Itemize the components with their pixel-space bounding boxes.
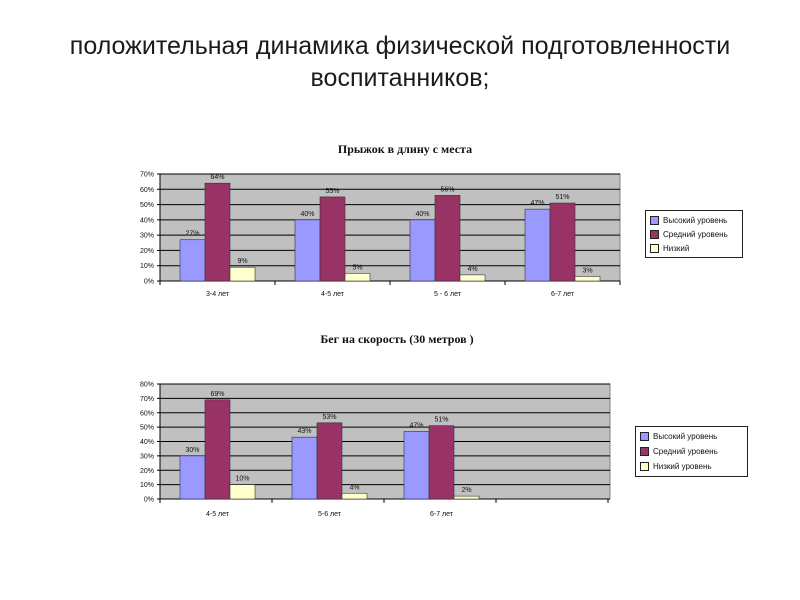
chart-2-bar [229,484,256,500]
chart-1-category-label: 4-5 лет [321,291,345,298]
legend-item-low: Низкий [650,241,738,255]
chart-2-data-label: 43% [297,428,311,435]
chart-2-data-label: 51% [434,417,448,424]
chart-1-data-label: 51% [555,194,569,201]
chart-2-bar [204,399,231,500]
chart-1-data-label: 40% [300,211,314,218]
chart-2-ytick-label: 70% [140,396,154,403]
legend-item-high: Высокий уровень [650,213,738,227]
chart-1-data-label: 4% [467,266,477,273]
legend-swatch-high [650,215,659,225]
slide-title-line-1: положительная динамика физической подгот… [69,32,731,60]
legend-item-high: Высокий уровень [640,429,743,444]
chart-2-ytick-label: 60% [140,410,154,417]
slide-title: положительная динамика физической подгот… [0,30,800,94]
chart-1-bar [574,276,601,282]
chart-1-ytick-label: 20% [140,248,154,255]
chart-1-ytick-label: 60% [140,187,154,194]
chart-1-bar [319,196,346,282]
chart-1-data-label: 3% [582,267,592,274]
chart-2-bar [179,455,206,500]
chart-1-ytick-label: 0% [144,279,154,286]
chart-1-ytick-label: 30% [140,233,154,240]
chart-2-data-label: 53% [322,414,336,421]
chart-1-category-label: 6-7 лет [551,291,575,298]
chart-2-data-label: 10% [235,476,249,483]
chart-2-bar [453,495,480,500]
chart-1-ytick-label: 70% [140,172,154,179]
chart-2-ytick-label: 20% [140,468,154,475]
chart-1-bar [524,208,551,282]
chart-1-data-label: 9% [237,258,247,265]
chart-2-ytick-label: 50% [140,425,154,432]
chart-1-data-label: 40% [415,211,429,218]
chart-2-legend: Высокий уровень Средний уровень Низкий у… [635,426,748,477]
chart-1-bar [459,274,486,282]
legend-label-medium: Средний уровень [653,447,718,456]
chart-2-ytick-label: 80% [140,382,154,389]
chart-2-bar [403,431,430,500]
chart-2-ytick-label: 10% [140,482,154,489]
chart-1-legend: Высокий уровень Средний уровень Низкий [645,210,743,258]
chart-2-category-label: 5-6 лет [318,511,342,518]
chart-1-category-label: 5 - 6 лет [434,291,462,298]
chart-1-bar [204,182,231,282]
chart-2-data-label: 47% [409,422,423,429]
chart-1-bar [294,219,321,282]
legend-item-medium: Средний уровень [650,227,738,241]
chart-1-ytick-label: 50% [140,202,154,209]
chart-2-bar [428,425,455,500]
chart-2-ytick-label: 40% [140,439,154,446]
legend-swatch-low [640,462,649,471]
legend-swatch-medium [640,447,649,456]
chart-2-data-label: 30% [185,447,199,454]
chart-2-data-label: 2% [461,487,471,494]
legend-swatch-medium [650,229,659,239]
chart-1-data-label: 55% [325,188,339,195]
legend-label-high: Высокий уровень [663,215,728,225]
chart-2-category-label: 4-5 лет [206,511,230,518]
chart-1-data-label: 27% [185,231,199,238]
legend-label-low: Низкий уровень [653,462,712,471]
chart-1-title: Прыжок в длину с места [337,142,473,156]
legend-label-high: Высокий уровень [653,432,718,441]
chart-1-bar [549,202,576,282]
chart-2-bar [316,422,343,500]
chart-2-bar [291,436,318,500]
chart-1-data-label: 56% [440,186,454,193]
chart-1-ytick-label: 40% [140,217,154,224]
chart-1-bar [229,266,256,282]
chart-2-category-label: 6-7 лет [430,511,454,518]
slide-title-line-2: воспитанников; [310,64,490,92]
chart-2-ytick-label: 0% [144,497,154,504]
legend-label-medium: Средний уровень [663,229,728,239]
chart-1-bar [179,239,206,282]
chart-1-category-label: 3-4 лет [206,291,230,298]
legend-item-medium: Средний уровень [640,444,743,459]
chart-1-bar [344,273,371,282]
legend-swatch-low [650,243,659,253]
legend-label-low: Низкий [663,243,690,253]
chart-1-data-label: 5% [352,264,362,271]
chart-1-data-label: 47% [530,200,544,207]
chart-2-ytick-label: 30% [140,453,154,460]
chart-1-bar [409,219,436,282]
legend-swatch-high [640,432,649,441]
chart-1-data-label: 64% [210,174,224,181]
chart-1-ytick-label: 10% [140,263,154,270]
chart-2-data-label: 4% [349,484,359,491]
chart-2-data-label: 69% [210,391,224,398]
chart-2-bar [341,492,368,500]
legend-item-low: Низкий уровень [640,459,743,474]
chart-2-title: Бег на скорость (30 метров ) [320,332,474,346]
chart-1-bar [434,195,461,282]
